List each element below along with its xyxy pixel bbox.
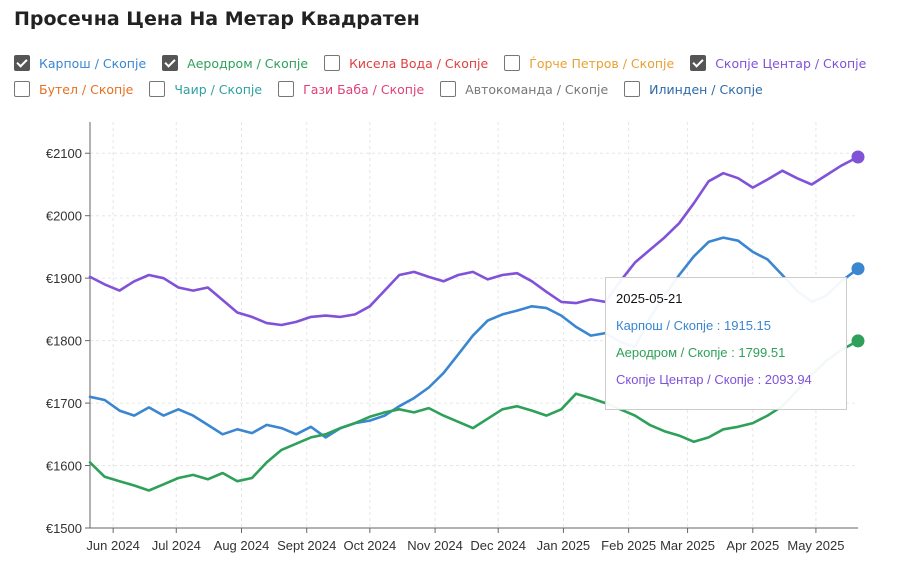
legend-label: Гази Баба / Скопје [303, 81, 425, 97]
legend-label: Автокоманда / Скопје [465, 81, 609, 97]
y-tick-label: €2100 [46, 146, 82, 161]
legend-label: Аеродром / Скопје [187, 55, 309, 71]
legend-item-butel[interactable]: Бутел / Скопје [14, 78, 149, 100]
tooltip-row-skopje-centar: Скопје Центар / Скопје : 2093.94 [616, 372, 812, 387]
y-tick-label: €1500 [46, 521, 82, 536]
series-end-point [851, 334, 865, 348]
checkbox[interactable] [690, 55, 707, 71]
y-tick-label: €2000 [46, 209, 82, 224]
checkbox[interactable] [149, 81, 166, 97]
legend-item-gazi-baba[interactable]: Гази Баба / Скопје [278, 78, 440, 100]
x-tick-label: Mar 2025 [660, 538, 715, 553]
x-tick-label: Sept 2024 [277, 538, 336, 553]
x-tick-label: Jan 2025 [537, 538, 591, 553]
x-tick-label: Apr 2025 [726, 538, 779, 553]
y-tick-label: €1600 [46, 459, 82, 474]
legend-item-gjorche-petrov[interactable]: Ѓорче Петров / Скопје [504, 52, 690, 74]
series-end-point [851, 150, 865, 164]
x-tick-label: Jul 2024 [152, 538, 201, 553]
series-end-point [851, 262, 865, 276]
y-tick-label: €1900 [46, 271, 82, 286]
legend-label: Ѓорче Петров / Скопје [529, 55, 675, 71]
legend-item-kisela-voda[interactable]: Кисела Вода / Скопје [324, 52, 504, 74]
hover-tooltip: 2025-05-21 Карпош / Скопје : 1915.15 Аер… [605, 277, 847, 410]
chart-title: Просечна Цена На Метар Квадратен [14, 8, 420, 30]
legend-label: Бутел / Скопје [39, 81, 134, 97]
x-tick-label: Nov 2024 [407, 538, 463, 553]
series-line [88, 236, 860, 439]
x-tick-label: Feb 2025 [601, 538, 656, 553]
legend-item-karposh[interactable]: Карпош / Скопје [14, 52, 162, 74]
tooltip-row-karposh: Карпош / Скопје : 1915.15 [616, 318, 772, 333]
legend-item-skopje-centar[interactable]: Скопје Центар / Скопје [690, 52, 882, 74]
legend-label: Чаир / Скопје [174, 81, 263, 97]
checkbox[interactable] [440, 81, 457, 97]
checkbox[interactable] [324, 55, 341, 71]
x-tick-label: Oct 2024 [343, 538, 396, 553]
series-line [88, 155, 860, 327]
y-tick-label: €1700 [46, 396, 82, 411]
legend-item-chair[interactable]: Чаир / Скопје [149, 78, 278, 100]
checkbox[interactable] [162, 55, 179, 71]
series-line [88, 339, 860, 492]
legend-label: Скопје Центар / Скопје [715, 55, 867, 71]
legend-label: Илинден / Скопје [649, 81, 763, 97]
legend-label: Карпош / Скопје [39, 55, 147, 71]
legend-item-ilinden[interactable]: Илинден / Скопје [624, 78, 779, 100]
legend-row-1: Карпош / Скопје Аеродром / Скопје Кисела… [14, 50, 894, 76]
legend-item-avtokomanda[interactable]: Автокоманда / Скопје [440, 78, 624, 100]
checkbox[interactable] [278, 81, 295, 97]
checkbox[interactable] [14, 81, 30, 97]
x-tick-label: Dec 2024 [470, 538, 526, 553]
x-tick-label: Aug 2024 [214, 538, 270, 553]
checkbox[interactable] [14, 55, 30, 71]
legend-row-2: Бутел / Скопје Чаир / Скопје Гази Баба /… [14, 76, 894, 102]
tooltip-row-aerodrom: Аеродром / Скопје : 1799.51 [616, 345, 786, 360]
x-tick-label: May 2025 [787, 538, 844, 553]
x-tick-label: Jun 2024 [86, 538, 140, 553]
legend-label: Кисела Вода / Скопје [349, 55, 489, 71]
legend: Карпош / Скопје Аеродром / Скопје Кисела… [14, 50, 894, 102]
legend-item-aerodrom[interactable]: Аеродром / Скопје [162, 52, 324, 74]
tooltip-date: 2025-05-21 [616, 291, 683, 306]
y-tick-label: €1800 [46, 334, 82, 349]
checkbox[interactable] [624, 81, 641, 97]
checkbox[interactable] [504, 55, 521, 71]
